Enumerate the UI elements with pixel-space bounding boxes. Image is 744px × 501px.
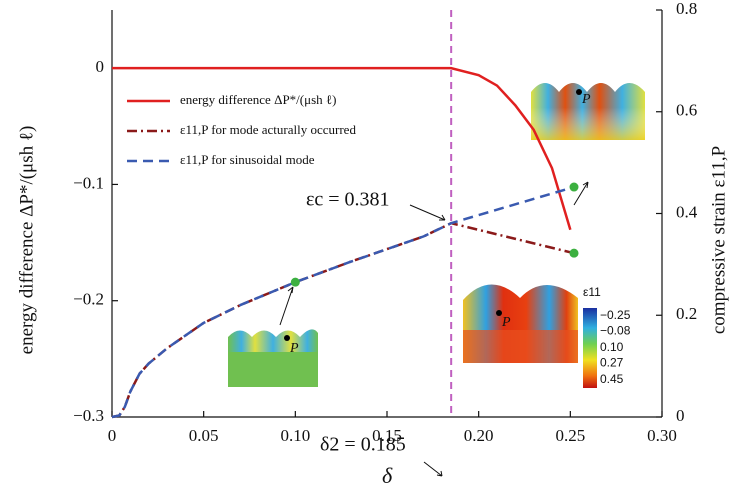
y2-tick-label: 0.2 (676, 304, 697, 323)
colorbar-tick-label: −0.08 (600, 324, 631, 338)
x-axis-label: δ (382, 463, 393, 488)
arrows (279, 181, 589, 477)
inset-label: P (501, 315, 511, 330)
inset-sinusoidal-mode (531, 83, 645, 140)
legend-label: ε11,P for sinusoidal mode (180, 152, 315, 167)
inset-label: P (289, 341, 299, 356)
marker (290, 277, 300, 287)
series-line (111, 185, 575, 419)
x-tick-label: 0.25 (555, 426, 585, 445)
point-p (284, 335, 290, 341)
colorbar-tick-label: 0.10 (600, 340, 624, 354)
x-tick-label: 0.20 (464, 426, 494, 445)
x-tick-label: 0.15 (372, 426, 402, 445)
annotation: δ2 = 0.185 (320, 434, 406, 456)
x-tick-label: 0.10 (280, 426, 310, 445)
y2-tick-label: 0.4 (676, 202, 698, 221)
y2-axis-label: compressive strain ε11,P (708, 146, 729, 334)
y-tick-label: −0.1 (73, 173, 104, 192)
marker (569, 248, 579, 258)
series-line (112, 66, 572, 231)
inset-small-delta (228, 329, 318, 387)
y2-tick-label: 0.6 (676, 101, 697, 120)
x-tick-label: 0 (108, 426, 117, 445)
annotation: εc = 0.381 (306, 189, 390, 211)
y-tick-label: −0.2 (73, 290, 104, 309)
colorbar-tick-label: −0.25 (600, 308, 631, 322)
colorbar-title: ε11 (583, 285, 601, 299)
legend-label: ε11,P for mode acturally occurred (180, 122, 356, 137)
point-p (576, 89, 582, 95)
y2-tick-label: 0.8 (676, 0, 697, 18)
y-tick-label: 0 (96, 57, 105, 76)
y-axis-label: energy difference ΔP*/(μsh ℓ) (16, 126, 37, 355)
y-tick-label: −0.3 (73, 406, 104, 425)
legend-label: energy difference ΔP*/(μsh ℓ) (180, 92, 336, 107)
inset-occurred-mode (463, 284, 578, 363)
x-tick-label: 0.05 (189, 426, 219, 445)
inset-label: P (581, 92, 591, 107)
y2-tick-label: 0 (676, 406, 685, 425)
colorbar (583, 308, 597, 388)
x-tick-label: 0.30 (647, 426, 677, 445)
marker (569, 182, 579, 192)
colorbar-tick-label: 0.45 (600, 372, 624, 386)
colorbar-tick-label: 0.27 (600, 356, 624, 370)
point-p (496, 310, 502, 316)
